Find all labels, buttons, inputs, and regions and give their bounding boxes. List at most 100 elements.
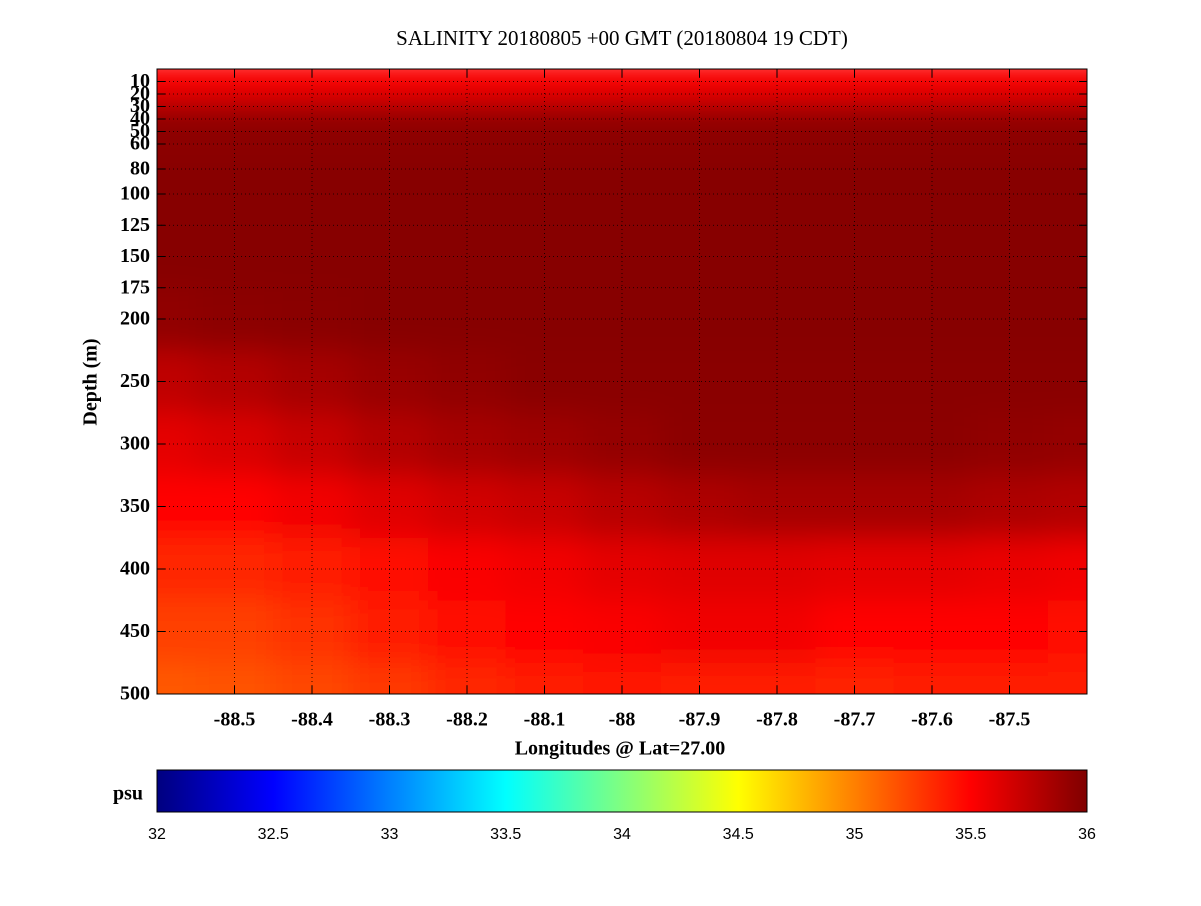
heatmap-cell [583,87,662,101]
x-tick-label: -88.2 [446,709,488,731]
heatmap-cell [815,600,894,664]
heatmap-cell [815,475,894,539]
heatmap-cell [428,475,507,539]
heatmap-cell [505,600,584,664]
heatmap-cell [893,287,972,351]
heatmap-cell [273,475,352,539]
heatmap-cell [660,475,739,539]
heatmap-cell [660,87,739,101]
colorbar-tick-label: 33 [381,826,399,843]
heatmap-cell [195,287,274,351]
heatmap-cell [428,87,507,101]
heatmap-cell [195,475,274,539]
heatmap-cell [195,600,274,664]
x-tick-label: -88.1 [524,709,566,731]
y-tick-label: 50 [130,120,150,142]
heatmap-cell [893,600,972,664]
heatmap-cell [660,225,739,289]
colorbar-tick-label: 35 [846,826,864,843]
y-tick-label: 10 [130,70,150,92]
colorbar [156,769,1088,813]
heatmap-cell [815,225,894,289]
y-tick-label: 175 [120,276,150,298]
x-tick-label: -87.8 [756,709,798,731]
x-tick-label: -87.5 [989,709,1031,731]
heatmap-cell [157,119,197,164]
heatmap-cell [273,87,352,101]
heatmap-cell [195,412,274,476]
heatmap-cell [815,287,894,351]
y-axis-label: Depth (m) [80,338,102,425]
heatmap-cell [505,87,584,101]
colorbar-tick-label: 32 [148,826,166,843]
y-tick-label: 200 [120,308,150,330]
heatmap-cell [195,162,274,226]
heatmap-cell [583,287,662,351]
colorbar-tick-label: 35.5 [955,826,986,843]
heatmap-cell [428,225,507,289]
heatmap-cell [893,412,972,476]
colorbar-tick-label: 36 [1078,826,1096,843]
heatmap-cell [893,225,972,289]
heatmap-cell [1048,119,1087,164]
y-tick-label: 250 [120,370,150,392]
x-tick-label: -88.3 [369,709,411,731]
heatmap-cell [1048,87,1087,101]
heatmap-cell [1048,69,1087,76]
axes: -88.5 -88.4 -88.3 -88.2 -88.1 -88 -87.9 -87.8 -8… [120,68,1096,843]
heatmap-cell [195,225,274,289]
heatmap-cell [273,600,352,664]
heatmap-cell [1048,75,1087,89]
x-tick-label: -88.4 [291,709,333,731]
heatmap-cell [273,225,352,289]
x-tick-label: -87.9 [679,709,721,731]
heatmap-cell [1048,662,1087,694]
x-tick-label: -88.5 [214,709,256,731]
heatmap-cell [273,287,352,351]
y-tick-label: 60 [130,133,150,155]
x-tick-label: -87.6 [911,709,953,731]
colorbar-tick-label: 33.5 [490,826,521,843]
heatmap-cell [815,162,894,226]
plot-frame [156,68,1088,695]
heatmap-cell [583,600,662,664]
heatmap-cell [157,100,197,120]
x-tick-label: -87.7 [834,709,876,731]
heatmap-cell [428,412,507,476]
y-tick-label: 150 [120,245,150,267]
x-axis-label: Longitudes @ Lat=27.00 [515,738,726,760]
y-tick-label: 30 [130,95,150,117]
y-tick-label: 80 [130,158,150,180]
heatmap-cell [660,162,739,226]
heatmap-cell [273,412,352,476]
y-tick-label: 20 [130,83,150,105]
x-tick-label: -88 [609,709,636,731]
colorbar-tick-label: 34.5 [723,826,754,843]
heatmap-cell [157,75,197,89]
colorbar-tick-label: 34 [613,826,631,843]
y-tick-label: 125 [120,214,150,236]
heatmap-cell [893,87,972,101]
y-tick-label: 500 [120,683,150,705]
y-tick-label: 350 [120,495,150,517]
heatmap-cell [428,162,507,226]
heatmap-cell [195,87,274,101]
heatmap-cell [157,662,197,694]
chart-title: SALINITY 20180805 +00 GMT (20180804 19 C… [396,26,848,50]
heatmap-cell [815,87,894,101]
y-tick-label: 40 [130,108,150,130]
y-tick-label: 450 [120,620,150,642]
heatmap-cell [893,475,972,539]
colorbar-tick-label: 32.5 [258,826,289,843]
heatmap-cell [273,162,352,226]
heatmap-cell [660,412,739,476]
heatmap-cell [893,162,972,226]
y-tick-label: 400 [120,558,150,580]
y-tick-label: 100 [120,183,150,205]
colorbar-label: psu [113,783,143,805]
heatmap-cell [157,69,197,76]
heatmap-cell [815,412,894,476]
heatmap-cell [505,287,584,351]
heatmap-cell [1048,100,1087,120]
